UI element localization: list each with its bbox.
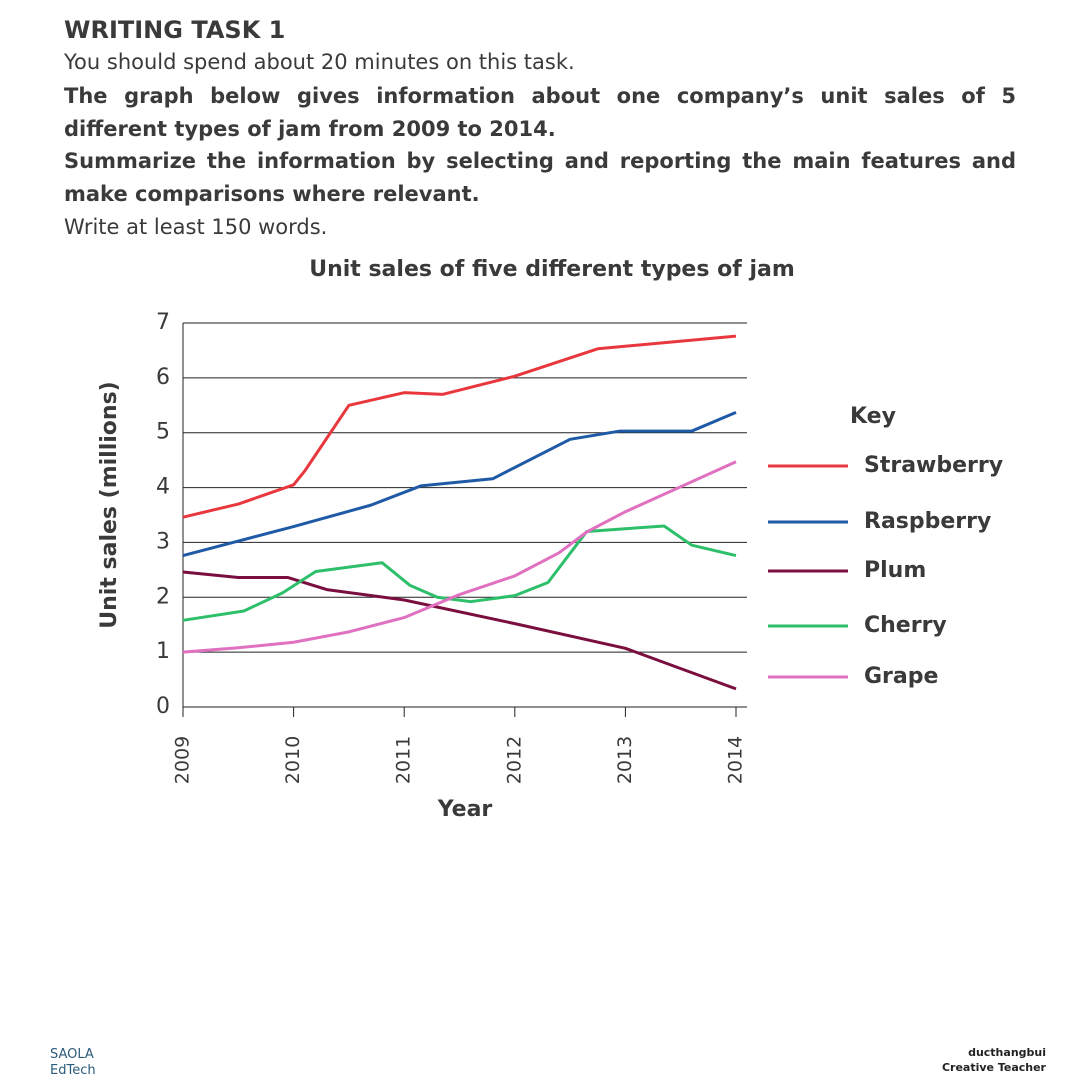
y-tick-label: 3 — [156, 529, 170, 554]
legend-title: Key — [850, 404, 896, 429]
right-sub: Creative Teacher — [941, 1061, 1046, 1074]
legend-label: Raspberry — [864, 509, 991, 534]
legend-label: Strawberry — [864, 453, 1003, 478]
x-tick-label: 2010 — [282, 736, 304, 784]
instruction: You should spend about 20 minutes on thi… — [64, 50, 575, 74]
legend-label: Grape — [864, 664, 938, 689]
x-tick-label: 2009 — [172, 736, 194, 784]
series-line — [182, 411, 737, 558]
left-sub: EdTech — [50, 1063, 96, 1078]
prompt: The graph below gives information about … — [64, 84, 1016, 141]
series-line — [182, 334, 737, 519]
y-tick-label: 7 — [156, 310, 170, 335]
right-brand: ducthangbui — [968, 1046, 1046, 1059]
y-tick-label: 1 — [156, 639, 170, 664]
series-line — [182, 524, 737, 622]
left-logo: SAOLA EdTech — [50, 1047, 96, 1079]
x-tick-label: 2011 — [393, 736, 415, 784]
y-axis-title: Unit sales (millions) — [97, 381, 122, 628]
chart-title: Unit sales of five different types of ja… — [309, 257, 795, 282]
y-tick-label: 6 — [156, 365, 170, 390]
y-tick-label: 5 — [156, 420, 170, 445]
x-axis-title: Year — [437, 797, 493, 822]
x-tick-label: 2014 — [725, 736, 747, 784]
x-tick-label: 2013 — [614, 736, 636, 784]
series-line — [182, 570, 737, 691]
left-brand: SAOLA — [50, 1047, 94, 1062]
legend-label: Plum — [864, 558, 926, 583]
task: Summarize the information by selecting a… — [64, 149, 1016, 206]
right-logo: ducthangbui Creative Teacher — [942, 1045, 1046, 1075]
x-tick-label: 2012 — [503, 736, 525, 784]
legend-label: Cherry — [864, 613, 947, 638]
y-tick-label: 4 — [156, 475, 170, 500]
task-title: WRITING TASK 1 — [64, 16, 286, 44]
y-tick-label: 2 — [156, 584, 170, 609]
series-line — [182, 460, 737, 654]
word-limit: Write at least 150 words. — [64, 215, 328, 239]
y-tick-label: 0 — [156, 694, 170, 719]
